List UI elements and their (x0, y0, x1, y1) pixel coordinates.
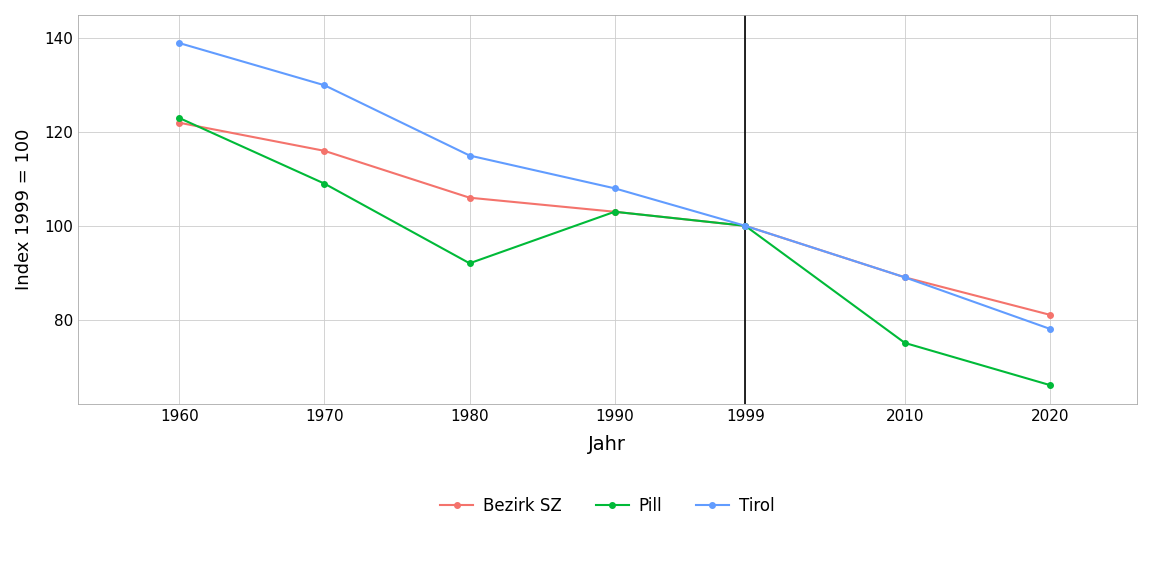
Tirol (318, 82, 332, 89)
Line: Pill: Pill (176, 115, 1053, 388)
Line: Tirol: Tirol (176, 40, 1053, 332)
Bezirk SZ (1043, 312, 1056, 319)
Bezirk SZ (608, 209, 622, 215)
Pill (897, 339, 911, 346)
Pill (738, 222, 752, 229)
Bezirk SZ (463, 194, 477, 201)
Tirol (463, 152, 477, 159)
Tirol (608, 185, 622, 192)
Y-axis label: Index 1999 = 100: Index 1999 = 100 (15, 128, 33, 290)
Bezirk SZ (318, 147, 332, 154)
Pill (463, 260, 477, 267)
Bezirk SZ (897, 274, 911, 281)
Bezirk SZ (738, 222, 752, 229)
Pill (318, 180, 332, 187)
Tirol (173, 40, 187, 47)
Tirol (897, 274, 911, 281)
Pill (173, 115, 187, 122)
Tirol (738, 222, 752, 229)
Tirol (1043, 325, 1056, 332)
Pill (608, 209, 622, 215)
Bezirk SZ (173, 119, 187, 126)
Legend: Bezirk SZ, Pill, Tirol: Bezirk SZ, Pill, Tirol (433, 490, 781, 521)
Line: Bezirk SZ: Bezirk SZ (176, 120, 1053, 317)
Pill (1043, 382, 1056, 389)
X-axis label: Jahr: Jahr (589, 435, 627, 454)
